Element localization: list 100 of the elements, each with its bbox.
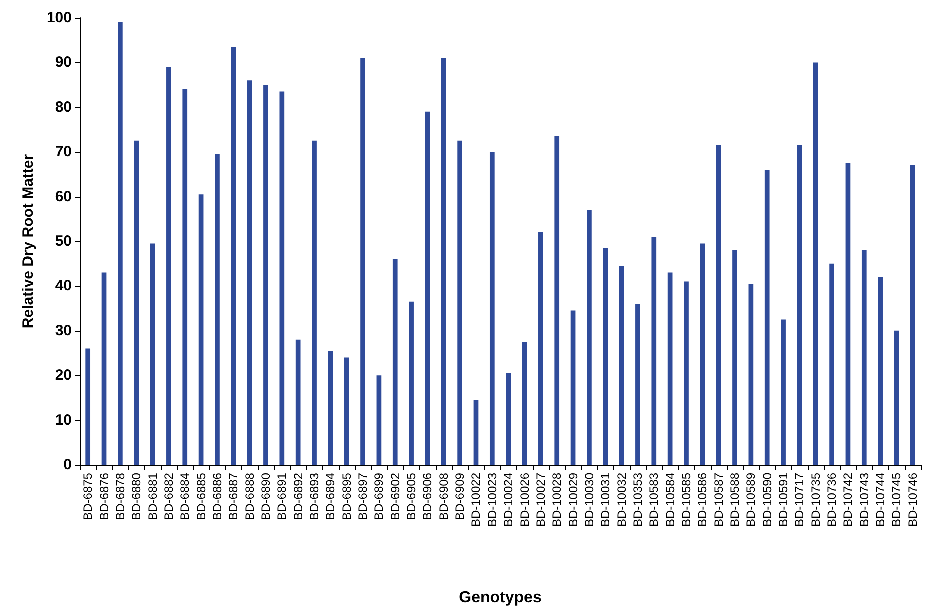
x-tick-label: BD-6887: [226, 472, 241, 520]
y-axis-title: Relative Dry Root Matter: [20, 154, 38, 329]
x-tick-label: BD-6886: [210, 472, 224, 520]
bar: [716, 145, 722, 465]
bar: [264, 85, 268, 465]
bar: [280, 92, 285, 465]
x-tick-label: BD-6906: [420, 472, 435, 520]
x-tick-label: BD-6880: [130, 472, 144, 520]
x-tick-label: BD-6888: [242, 472, 257, 520]
bar: [636, 304, 640, 465]
x-tick-label: BD-10031: [598, 472, 613, 528]
x-tick-label: BD-10745: [890, 472, 904, 528]
bar: [570, 310, 576, 465]
bar: [296, 340, 301, 465]
x-tick-label: BD-6908: [436, 472, 451, 520]
x-tick-label: BD-6902: [388, 472, 402, 520]
x-tick-label: BD-6909: [453, 472, 468, 520]
x-tick-label: BD-6875: [81, 472, 96, 520]
bar: [118, 22, 123, 465]
x-tick-label: BD-10589: [744, 472, 758, 528]
bar: [781, 320, 786, 465]
bar: [830, 264, 834, 465]
x-tick-label: BD-10746: [906, 472, 920, 528]
x-tick-label: BD-6892: [291, 472, 306, 520]
bar: [587, 210, 592, 465]
x-tick-label: BD-10585: [679, 472, 694, 528]
x-tick-label: BD-6894: [324, 472, 338, 520]
bar: [215, 154, 220, 465]
x-tick-label: BD-10735: [808, 472, 823, 528]
x-tick-label: BD-10027: [534, 472, 548, 528]
bar: [506, 373, 512, 465]
y-tick-label: 10: [55, 412, 72, 429]
y-tick-label: 70: [55, 144, 72, 161]
x-tick-label: BD-6876: [97, 472, 112, 520]
x-tick-label: BD-6893: [308, 472, 322, 520]
x-tick-label: BD-6905: [404, 472, 419, 520]
y-tick-label: 20: [55, 367, 72, 384]
bar: [247, 80, 252, 465]
bar: [910, 166, 916, 465]
bar: [603, 248, 608, 465]
bar: [522, 342, 528, 465]
x-tick-label: BD-10353: [630, 472, 645, 528]
bar: [150, 244, 156, 465]
bar: [894, 330, 900, 465]
y-tick-label: 90: [55, 54, 72, 72]
bar: [538, 232, 544, 465]
x-tick-label: BD-6891: [275, 472, 290, 520]
bar: [862, 250, 867, 465]
bar: [182, 90, 188, 465]
x-tick-label: BD-6884: [178, 472, 192, 520]
x-tick-label: BD-6890: [258, 472, 273, 520]
bar: [344, 358, 350, 465]
x-tick-label: BD-10026: [518, 472, 532, 528]
x-axis-title: Genotypes: [459, 590, 542, 606]
x-tick-label: BD-6882: [162, 472, 176, 520]
x-tick-label: BD-10584: [663, 472, 678, 528]
y-tick-label: 50: [55, 233, 72, 250]
bar: [441, 58, 446, 465]
bar: [668, 272, 673, 465]
x-tick-label: BD-6878: [113, 472, 128, 520]
bar: [409, 302, 414, 465]
x-tick-label: BD-10744: [874, 472, 888, 528]
bar: [748, 284, 754, 465]
bar: [764, 170, 770, 465]
x-tick-label: BD-10030: [582, 472, 596, 528]
y-tick-label: 30: [55, 322, 72, 340]
y-tick-label: 80: [55, 98, 72, 116]
x-tick-label: BD-10717: [792, 472, 807, 528]
bar: [231, 47, 236, 465]
x-tick-label: BD-10742: [841, 472, 856, 528]
bar: [813, 62, 818, 465]
bar: [198, 194, 204, 465]
x-tick-label: BD-10743: [857, 472, 872, 528]
x-tick-label: BD-10586: [696, 472, 710, 528]
x-tick-label: BD-10587: [712, 472, 726, 528]
y-tick-label: 40: [55, 278, 72, 295]
bar: [134, 140, 140, 465]
bar: [652, 237, 657, 465]
bar: [474, 400, 479, 465]
bar: [102, 272, 107, 465]
bar: [732, 250, 738, 465]
x-tick-label: BD-10591: [776, 472, 791, 528]
x-tick-label: BD-10588: [728, 472, 742, 528]
bar: [425, 112, 430, 465]
x-tick-label: BD-10736: [825, 472, 840, 528]
x-tick-label: BD-10024: [502, 472, 516, 528]
y-tick-label: 100: [46, 10, 72, 26]
bar: [490, 152, 495, 465]
x-tick-label: BD-10023: [485, 472, 500, 528]
x-tick-label: BD-10028: [550, 472, 564, 528]
bar: [684, 282, 689, 465]
x-tick-label: BD-10583: [647, 472, 662, 528]
x-tick-label: BD-6881: [146, 472, 160, 520]
y-tick-label: 60: [55, 188, 72, 206]
bar: [328, 351, 334, 465]
bar: [376, 376, 382, 465]
bar: [554, 136, 560, 465]
bar: [619, 266, 624, 465]
bar: [458, 140, 462, 465]
bar: [166, 67, 172, 465]
